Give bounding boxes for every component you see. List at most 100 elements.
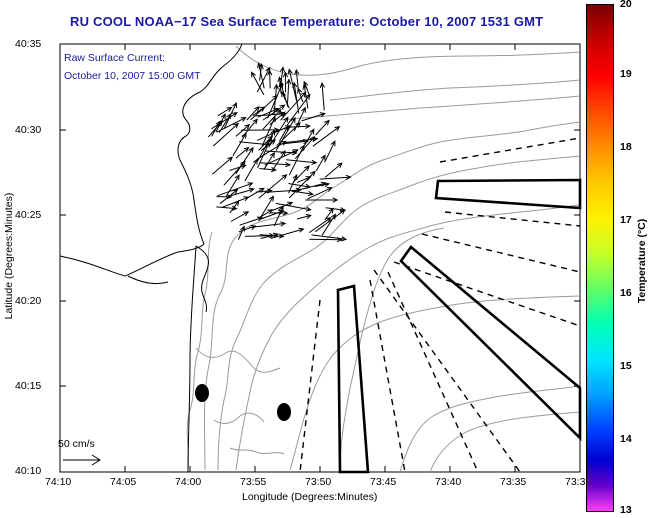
current-vector bbox=[324, 141, 336, 163]
current-vector-head bbox=[248, 146, 254, 153]
x-tick-label: 74:10 bbox=[45, 476, 72, 488]
current-vector-head bbox=[326, 187, 333, 192]
inset-label-line1: Raw Surface Current: bbox=[64, 52, 165, 64]
current-vector bbox=[286, 79, 290, 106]
current-vector-head bbox=[273, 127, 280, 133]
current-vector bbox=[314, 183, 329, 187]
x-tick-label: 73:35 bbox=[500, 476, 527, 488]
current-vector-head bbox=[340, 207, 347, 213]
colorbar-tick-label: 18 bbox=[620, 141, 632, 153]
x-tick-label: 73:40 bbox=[435, 476, 462, 488]
current-vector bbox=[275, 117, 296, 151]
current-vector-head bbox=[248, 187, 255, 193]
current-vector-head bbox=[305, 176, 312, 181]
current-vector-head bbox=[307, 190, 314, 197]
current-vector bbox=[288, 174, 298, 194]
current-vector-head bbox=[231, 112, 238, 118]
current-vector bbox=[245, 235, 274, 237]
current-vector-head bbox=[286, 78, 292, 85]
current-vector-head bbox=[270, 166, 277, 173]
current-vector-head bbox=[292, 149, 299, 155]
radar-coverage-wedges bbox=[299, 137, 581, 473]
colorbar-tick-label: 14 bbox=[620, 433, 632, 445]
current-vector bbox=[272, 202, 293, 211]
current-vector-head bbox=[240, 164, 247, 170]
current-vector-head bbox=[215, 120, 221, 127]
current-vector-head bbox=[345, 174, 352, 180]
current-vector-head bbox=[250, 225, 257, 230]
current-vector-head bbox=[298, 227, 305, 233]
map-title: RU COOL NOAA−17 Sea Surface Temperature:… bbox=[70, 14, 544, 29]
current-vector bbox=[254, 113, 286, 117]
current-vector bbox=[229, 200, 240, 214]
current-vector-head bbox=[278, 82, 283, 89]
current-vector-head bbox=[258, 63, 264, 70]
current-vector bbox=[246, 187, 265, 199]
current-vector bbox=[235, 147, 254, 174]
current-vector-head bbox=[280, 221, 287, 227]
x-tick-label: 73:55 bbox=[240, 476, 267, 488]
current-vector bbox=[246, 106, 260, 121]
current-vector-head bbox=[226, 194, 233, 200]
current-vector bbox=[294, 136, 315, 160]
current-vector-head bbox=[266, 188, 273, 194]
current-vector bbox=[217, 182, 253, 197]
current-vector bbox=[257, 137, 272, 169]
current-vector bbox=[232, 133, 247, 157]
colorbar-tick-label: 15 bbox=[620, 360, 632, 372]
current-vector bbox=[281, 91, 290, 109]
current-vector-head bbox=[256, 216, 263, 222]
current-vector-head bbox=[244, 123, 251, 130]
current-vector-head bbox=[254, 105, 260, 112]
current-vector-head bbox=[220, 113, 226, 120]
current-vector bbox=[278, 140, 308, 145]
current-vector bbox=[319, 176, 351, 180]
current-vector bbox=[259, 210, 284, 221]
y-tick-label: 40:20 bbox=[15, 295, 42, 307]
current-vector-head bbox=[267, 69, 273, 76]
current-vector bbox=[231, 188, 254, 197]
current-vector-head bbox=[281, 174, 288, 180]
colorbar-tick-label: 16 bbox=[620, 287, 632, 299]
current-vector-head bbox=[234, 174, 240, 181]
current-vector bbox=[260, 233, 279, 239]
current-vector-head bbox=[247, 182, 254, 188]
current-vector-head bbox=[232, 101, 237, 109]
current-vector bbox=[250, 95, 278, 121]
current-vector bbox=[263, 152, 275, 170]
y-tick-label: 40:25 bbox=[15, 209, 42, 221]
current-vector bbox=[259, 64, 263, 81]
current-vector-head bbox=[269, 233, 275, 239]
current-vector bbox=[278, 126, 289, 142]
current-vector-head bbox=[227, 156, 234, 162]
plot-frame bbox=[59, 43, 581, 473]
current-vector-head bbox=[252, 158, 258, 165]
current-vector bbox=[264, 189, 301, 193]
current-vector-head bbox=[309, 136, 316, 142]
y-tick-label: 40:15 bbox=[15, 380, 42, 392]
current-vector-head bbox=[311, 159, 318, 165]
current-vector bbox=[267, 83, 283, 119]
current-vector bbox=[295, 69, 299, 91]
current-vector-head bbox=[287, 68, 293, 75]
current-vector-head bbox=[292, 173, 298, 181]
current-vector-head bbox=[240, 225, 245, 232]
current-vector bbox=[211, 112, 238, 130]
current-vector bbox=[270, 228, 304, 239]
current-vector-head bbox=[305, 206, 312, 212]
current-vector-head bbox=[282, 71, 289, 78]
current-vector bbox=[293, 82, 300, 114]
current-vector-head bbox=[304, 165, 310, 171]
current-vector bbox=[229, 164, 246, 171]
current-vector bbox=[216, 117, 246, 133]
current-vector-head bbox=[275, 108, 282, 115]
current-vector-head bbox=[231, 205, 238, 211]
current-vector bbox=[315, 120, 330, 136]
x-axis-label: Longitude (Degrees:Minutes) bbox=[242, 491, 378, 503]
current-vector bbox=[212, 123, 239, 147]
current-vector bbox=[275, 202, 311, 211]
current-vector bbox=[287, 125, 310, 128]
current-vector-head bbox=[243, 211, 250, 217]
current-vector-head bbox=[272, 232, 280, 238]
